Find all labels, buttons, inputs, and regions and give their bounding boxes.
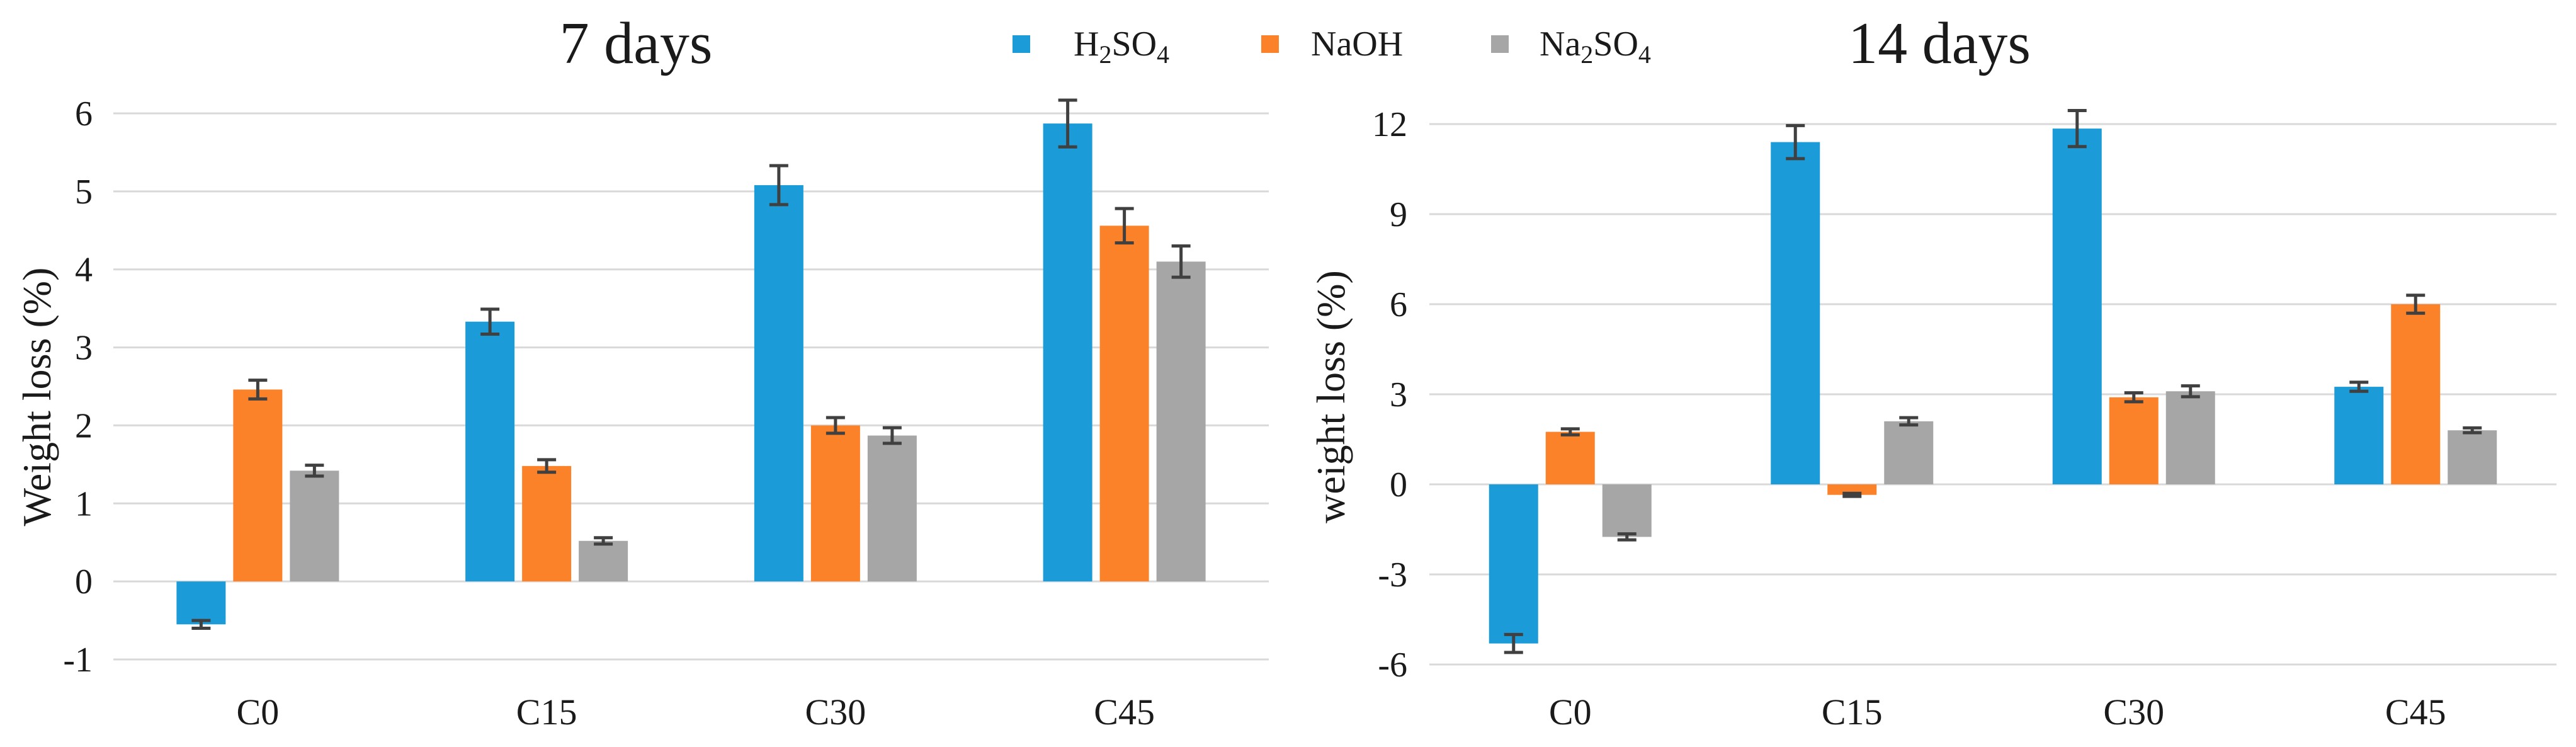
bar-14-days-c0-na2so4 bbox=[1602, 484, 1652, 537]
legend-swatch-na2so4 bbox=[1491, 35, 1509, 53]
bar-14-days-c15-h2so4 bbox=[1771, 142, 1820, 485]
bar-7-days-c30-na2so4 bbox=[867, 435, 917, 582]
error-bar-7-days-c15-h2so4 bbox=[480, 307, 500, 336]
y-tick-label-7-days-3: 2 bbox=[75, 406, 93, 445]
error-bar-14-days-c0-h2so4 bbox=[1504, 632, 1523, 654]
error-bar-7-days-c30-na2so4 bbox=[882, 426, 902, 445]
y-tick-label-7-days-2: 1 bbox=[75, 484, 93, 523]
bar-7-days-c0-naoh bbox=[233, 389, 283, 582]
x-tick-label-7-days-c30: C30 bbox=[805, 692, 866, 733]
error-bar-7-days-c15-naoh bbox=[537, 458, 557, 474]
error-bar-14-days-c45-na2so4 bbox=[2463, 426, 2482, 435]
bar-14-days-c0-h2so4 bbox=[1489, 484, 1538, 644]
chart-title-14-days: 14 days bbox=[1848, 11, 2031, 76]
error-bar-14-days-c15-naoh bbox=[1842, 491, 1862, 498]
y-tick-label-7-days-6: 5 bbox=[75, 173, 93, 212]
error-bar-14-days-c15-na2so4 bbox=[1899, 416, 1919, 427]
error-bar-7-days-c15-na2so4 bbox=[594, 536, 613, 546]
bar-14-days-c15-naoh bbox=[1827, 484, 1877, 495]
bar-14-days-c15-na2so4 bbox=[1884, 421, 1934, 484]
bar-14-days-c30-h2so4 bbox=[2052, 128, 2102, 484]
bar-14-days-c30-na2so4 bbox=[2165, 391, 2215, 484]
x-tick-label-14-days-c0: C0 bbox=[1549, 692, 1592, 733]
x-tick-label-14-days-c15: C15 bbox=[1822, 692, 1883, 733]
legend-item-na2so4: Na2SO4 bbox=[1491, 25, 1651, 69]
y-tick-label-14-days-1: -3 bbox=[1378, 556, 1407, 595]
bar-7-days-c15-h2so4 bbox=[465, 321, 515, 582]
y-tick-label-14-days-0: -6 bbox=[1378, 646, 1407, 685]
x-tick-labels-7-days: C0 C15 C30 C45 bbox=[237, 692, 1155, 733]
bar-14-days-c45-h2so4 bbox=[2334, 387, 2384, 484]
bars-7-days bbox=[176, 123, 1206, 625]
bar-7-days-c45-h2so4 bbox=[1043, 123, 1092, 582]
y-tick-label-7-days-4: 3 bbox=[75, 329, 93, 368]
error-bar-14-days-c0-naoh bbox=[1560, 427, 1580, 436]
bar-7-days-c0-na2so4 bbox=[290, 470, 339, 582]
error-bar-7-days-c45-na2so4 bbox=[1171, 244, 1191, 279]
y-tick-labels-14-days: -6 -3 0 3 6 9 12 bbox=[1372, 105, 1407, 685]
y-tick-label-7-days-7: 6 bbox=[75, 94, 93, 134]
error-bar-7-days-c45-naoh bbox=[1115, 207, 1134, 245]
bar-14-days-c30-naoh bbox=[2109, 397, 2159, 484]
chart-7-days: 7 days Weight loss (%) -1 0 1 2 3 4 5 6 C0 C15 C3… bbox=[14, 11, 1269, 733]
error-bar-14-days-c30-h2so4 bbox=[2067, 109, 2087, 149]
chart-title-7-days: 7 days bbox=[560, 11, 713, 76]
error-bar-14-days-c30-naoh bbox=[2124, 391, 2143, 404]
y-axis-title-14-days: weight loss (%) bbox=[1308, 270, 1353, 523]
gridlines-7-days bbox=[113, 112, 1269, 661]
legend-label-naoh: NaOH bbox=[1311, 25, 1403, 64]
error-bar-14-days-c30-na2so4 bbox=[2181, 384, 2200, 399]
y-tick-label-7-days-0: -1 bbox=[63, 641, 93, 680]
error-bar-7-days-c0-h2so4 bbox=[191, 619, 211, 630]
y-axis-title-7-days: Weight loss (%) bbox=[14, 268, 59, 527]
error-bar-14-days-c45-naoh bbox=[2406, 294, 2426, 315]
bars-14-days bbox=[1489, 128, 2497, 644]
legend-swatch-naoh bbox=[1261, 35, 1279, 53]
y-tick-label-14-days-4: 6 bbox=[1390, 285, 1407, 324]
error-bars-14-days bbox=[1504, 109, 2482, 654]
chart-14-days: 14 days weight loss (%) -6 -3 0 3 6 9 12 C0 C15… bbox=[1308, 11, 2556, 733]
legend: H2SO4 NaOH Na2SO4 bbox=[1013, 25, 1651, 69]
y-tick-labels-7-days: -1 0 1 2 3 4 5 6 bbox=[63, 94, 93, 680]
legend-label-na2so4: Na2SO4 bbox=[1540, 25, 1651, 69]
y-tick-label-14-days-3: 3 bbox=[1390, 375, 1407, 414]
y-tick-label-14-days-2: 0 bbox=[1390, 465, 1407, 505]
x-tick-label-7-days-c0: C0 bbox=[237, 692, 280, 733]
legend-swatch-h2so4 bbox=[1013, 35, 1030, 53]
bar-14-days-c45-naoh bbox=[2391, 304, 2441, 484]
y-tick-label-7-days-1: 0 bbox=[75, 562, 93, 602]
bar-7-days-c15-na2so4 bbox=[579, 540, 628, 582]
error-bar-7-days-c0-na2so4 bbox=[305, 464, 324, 478]
y-tick-label-14-days-5: 9 bbox=[1390, 195, 1407, 234]
error-bar-7-days-c30-naoh bbox=[826, 416, 845, 435]
y-tick-label-14-days-6: 12 bbox=[1372, 105, 1407, 144]
x-tick-label-7-days-c45: C45 bbox=[1094, 692, 1155, 733]
error-bar-7-days-c30-h2so4 bbox=[769, 164, 788, 207]
gridlines-14-days bbox=[1429, 123, 2556, 666]
x-tick-label-7-days-c15: C15 bbox=[516, 692, 577, 733]
bar-7-days-c30-naoh bbox=[810, 425, 860, 582]
x-tick-label-14-days-c30: C30 bbox=[2103, 692, 2164, 733]
bar-7-days-c45-naoh bbox=[1099, 225, 1149, 582]
error-bar-7-days-c45-h2so4 bbox=[1058, 98, 1077, 149]
legend-item-h2so4: H2SO4 bbox=[1013, 25, 1169, 69]
bar-7-days-c15-naoh bbox=[522, 465, 572, 582]
bar-7-days-c0-h2so4 bbox=[176, 581, 226, 625]
error-bar-14-days-c45-h2so4 bbox=[2349, 380, 2369, 393]
legend-label-h2so4: H2SO4 bbox=[1074, 25, 1169, 69]
y-tick-label-7-days-5: 4 bbox=[75, 251, 93, 290]
error-bar-14-days-c15-h2so4 bbox=[1786, 123, 1805, 161]
error-bar-14-days-c0-na2so4 bbox=[1617, 532, 1637, 542]
x-tick-labels-14-days: C0 C15 C30 C45 bbox=[1549, 692, 2446, 733]
bar-14-days-c0-naoh bbox=[1545, 431, 1595, 484]
legend-item-naoh: NaOH bbox=[1261, 25, 1403, 64]
x-tick-label-14-days-c45: C45 bbox=[2385, 692, 2446, 733]
bar-7-days-c30-h2so4 bbox=[754, 185, 803, 582]
error-bar-7-days-c0-naoh bbox=[248, 379, 268, 401]
bar-7-days-c45-na2so4 bbox=[1156, 261, 1206, 582]
error-bars-7-days bbox=[191, 98, 1191, 630]
bar-14-days-c45-na2so4 bbox=[2448, 430, 2497, 484]
